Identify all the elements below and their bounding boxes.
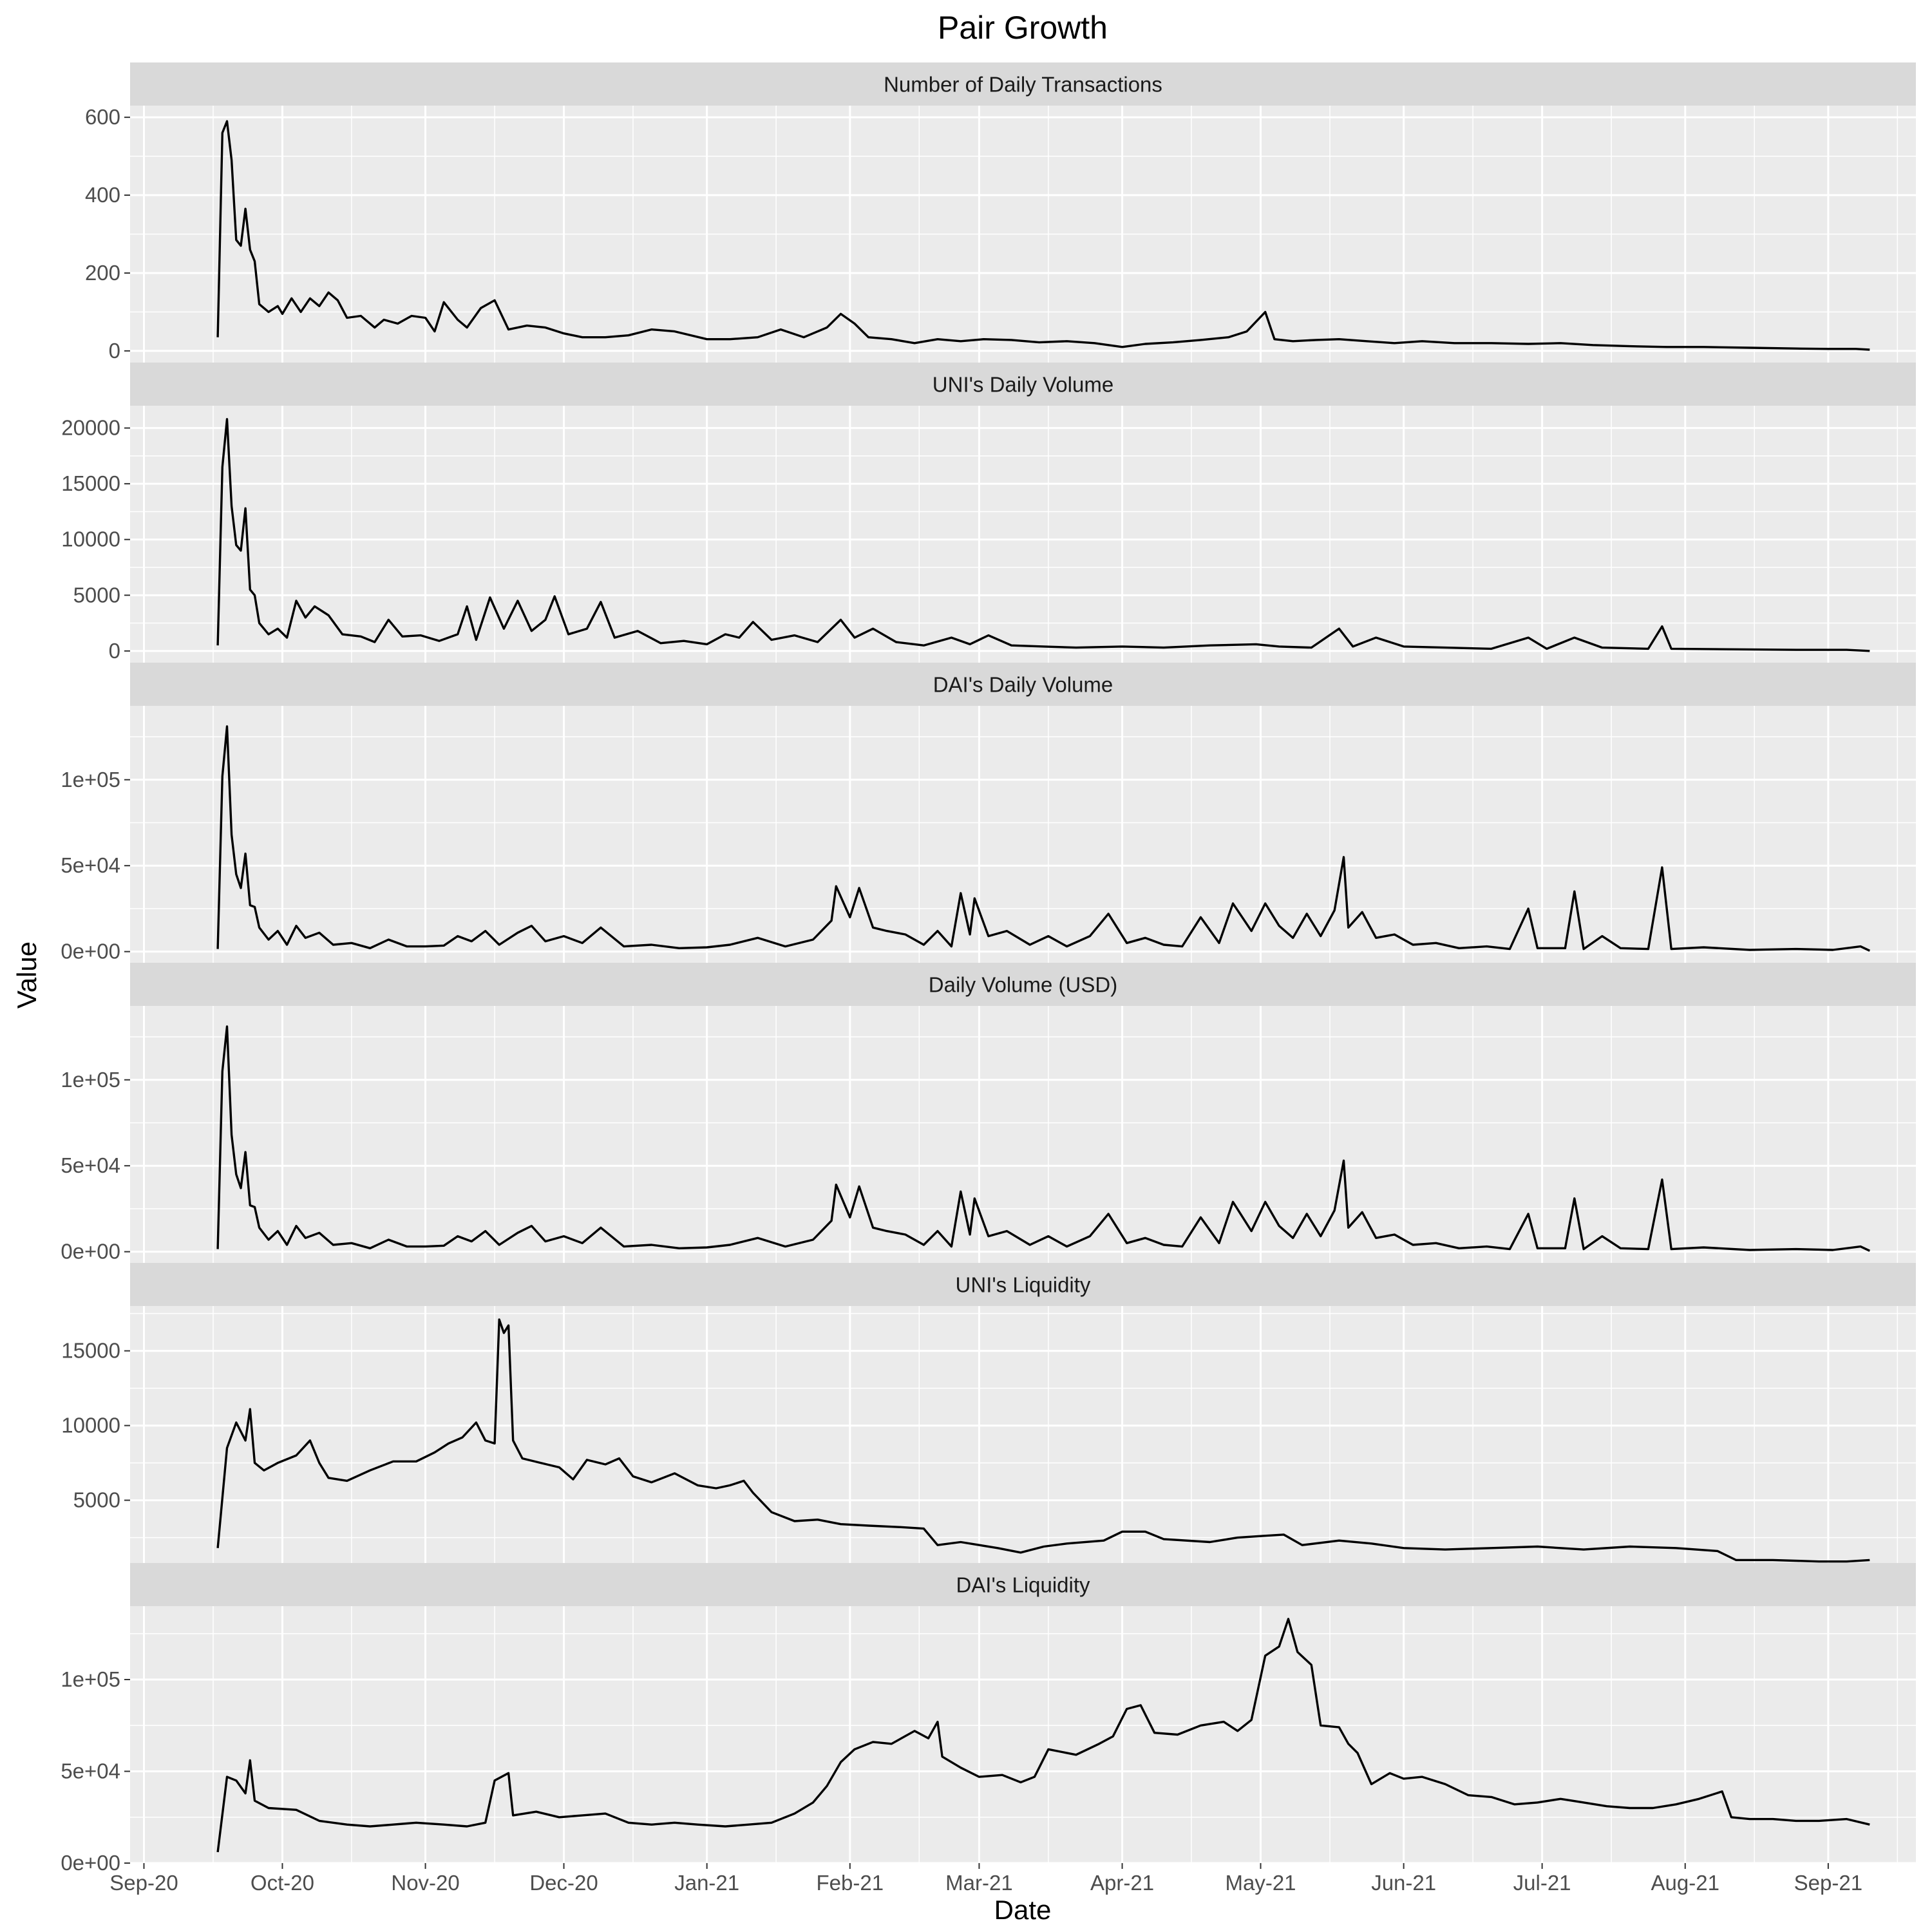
series-line [216,120,1870,351]
panel: DAI's Liquidity 0e+00 5e+04 1e+05 [61,1563,1916,1875]
y-tick-label: 0 [109,639,120,663]
strip-label: DAI's Daily Volume [933,673,1113,697]
panel: Number of Daily Transactions 0 200 400 600 [85,62,1916,363]
y-tick-label: 15000 [61,471,120,495]
y-tick-label: 5e+04 [61,853,120,877]
y-tick-label: 0 [109,339,120,363]
x-axis-title: Date [994,1895,1052,1925]
strip-background [130,663,1916,706]
y-tick-label: 0e+00 [61,1240,120,1264]
x-tick-label: Jan-21 [674,1871,739,1895]
x-tick-label: Nov-20 [391,1871,459,1895]
series-line [216,1618,1870,1853]
y-tick-label: 1e+05 [61,1068,120,1092]
x-tick-label: May-21 [1225,1871,1296,1895]
y-tick-label: 5000 [73,583,120,607]
y-tick-label: 10000 [61,1414,120,1437]
y-tick-label: 200 [85,261,120,285]
y-tick-label: 5000 [73,1488,120,1512]
panel: Daily Volume (USD) 0e+00 5e+04 1e+05 [61,963,1916,1264]
y-tick-label: 5e+04 [61,1759,120,1783]
x-tick-label: Oct-20 [251,1871,314,1895]
panel: DAI's Daily Volume 0e+00 5e+04 1e+05 [61,663,1916,963]
x-tick-label: Mar-21 [945,1871,1013,1895]
strip-label: UNI's Daily Volume [933,373,1113,397]
strip-background [130,963,1916,1006]
strip-label: Number of Daily Transactions [884,73,1162,97]
strip-label: Daily Volume (USD) [929,973,1117,997]
y-tick-label: 5e+04 [61,1153,120,1177]
y-tick-label: 1e+05 [61,1667,120,1691]
panel-background [130,1606,1916,1863]
series-line [216,1318,1870,1563]
series-line [216,725,1871,952]
chart-title: Pair Growth [938,10,1108,46]
y-tick-label: 600 [85,105,120,129]
series-line [216,418,1870,652]
panel-background [130,406,1916,663]
strip-background [130,62,1916,106]
x-tick-label: Jul-21 [1513,1871,1571,1895]
strip-background [130,1563,1916,1606]
y-tick-label: 0e+00 [61,1851,120,1875]
x-tick-label: Dec-20 [529,1871,598,1895]
panel-background [130,1306,1916,1563]
strip-label: DAI's Liquidity [956,1573,1090,1597]
panel: UNI's Liquidity 5000 10000 15000 [61,1263,1916,1563]
x-tick-label: Sep-20 [109,1871,178,1895]
x-axis: Sep-20 Oct-20 Nov-20 Dec-20 Jan-21 Feb-21 Mar-… [109,1863,1862,1895]
x-tick-label: Jun-21 [1371,1871,1436,1895]
strip-background [130,1263,1916,1306]
panel: UNI's Daily Volume 0 5000 10000 15000 20000 [61,363,1916,663]
y-axis-title: Value [12,942,42,1009]
y-tick-label: 0e+00 [61,940,120,963]
y-tick-label: 400 [85,183,120,207]
y-tick-label: 15000 [61,1339,120,1363]
panel-background [130,1006,1916,1263]
series-line [216,1025,1871,1252]
strip-label: UNI's Liquidity [956,1273,1091,1297]
y-tick-label: 20000 [61,416,120,440]
x-tick-label: Sep-21 [1794,1871,1862,1895]
strip-background [130,363,1916,406]
facet-panels: Number of Daily Transactions 0 200 400 600 UN… [61,62,1916,1875]
y-tick-label: 10000 [61,527,120,551]
x-tick-label: Feb-21 [817,1871,884,1895]
panel-background [130,706,1916,963]
x-tick-label: Aug-21 [1651,1871,1719,1895]
x-tick-label: Apr-21 [1090,1871,1154,1895]
y-tick-label: 1e+05 [61,768,120,791]
